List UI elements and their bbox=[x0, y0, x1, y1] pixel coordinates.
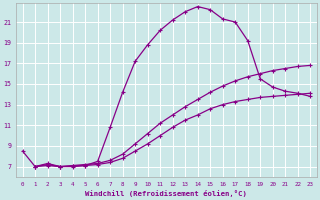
X-axis label: Windchill (Refroidissement éolien,°C): Windchill (Refroidissement éolien,°C) bbox=[85, 190, 247, 197]
